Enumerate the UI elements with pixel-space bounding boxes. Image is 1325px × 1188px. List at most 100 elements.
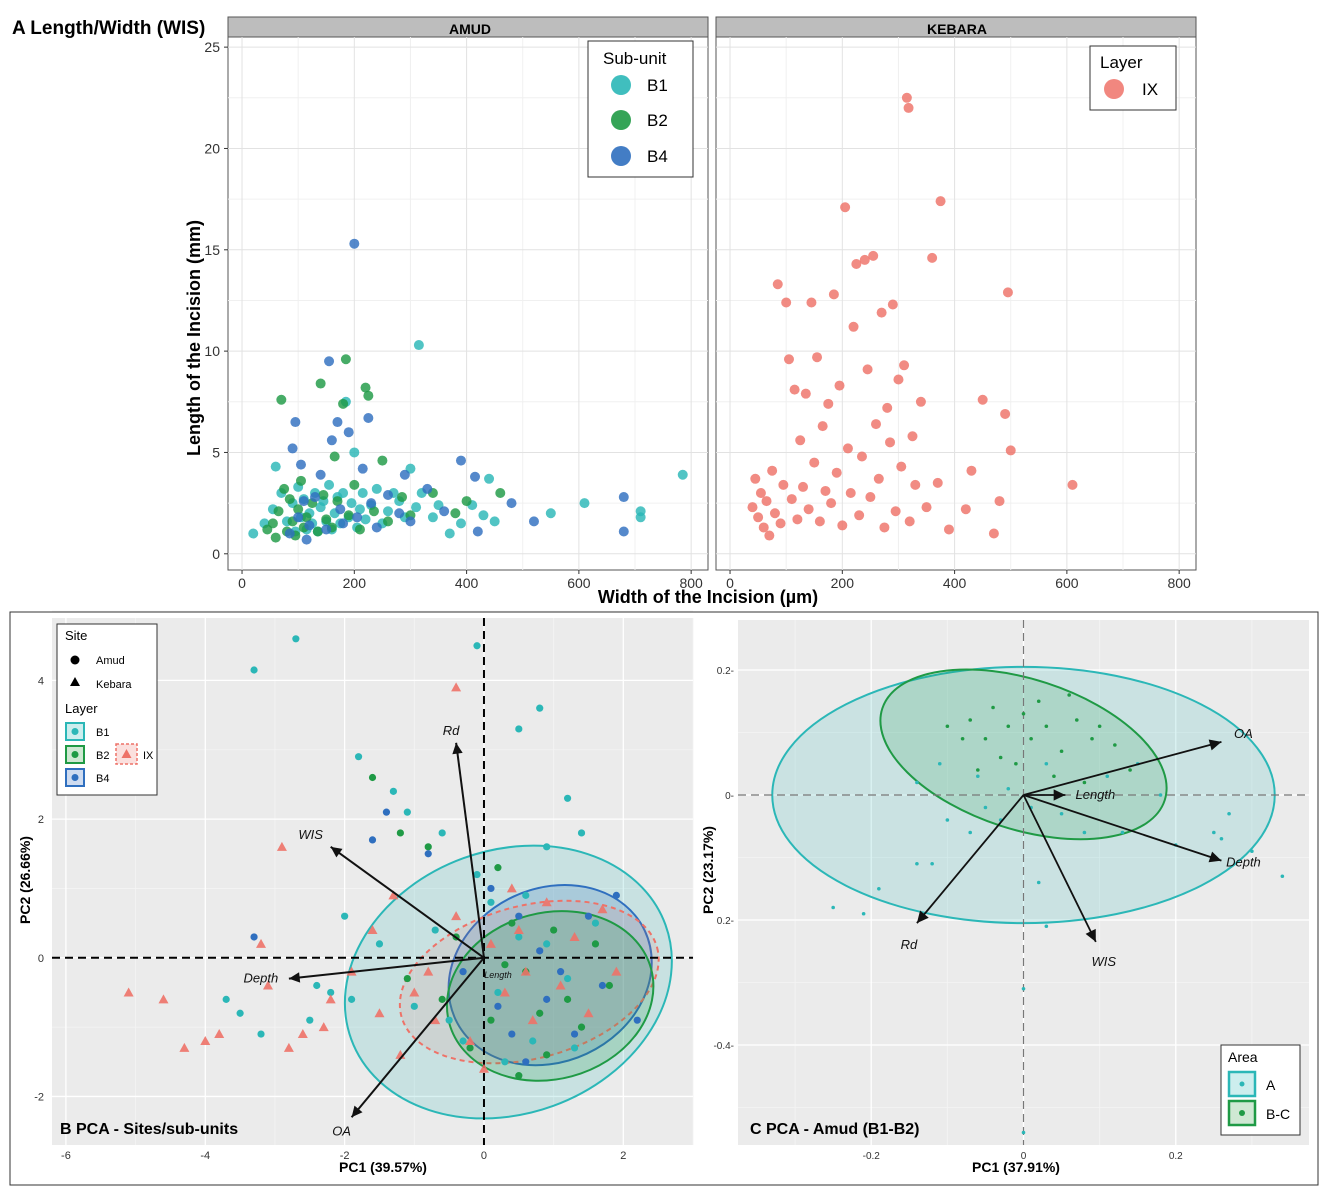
point-b2 (450, 508, 461, 519)
legend-site-title: Site (65, 628, 87, 643)
point-ix (935, 196, 946, 207)
point-area-b-c (1090, 736, 1094, 741)
point-b1 (413, 340, 424, 351)
point-area-b-c (991, 705, 995, 710)
point-kebara-ix (374, 1008, 385, 1018)
point-area-a (983, 805, 988, 810)
legend-b4-layer-label: B4 (96, 773, 109, 785)
point-ix (848, 321, 859, 332)
point-kebara-ix (478, 1063, 489, 1073)
point-amud-b4 (368, 836, 377, 844)
point-b2 (321, 514, 332, 525)
loading-arrowhead-length (1053, 789, 1066, 801)
point-area-a (1250, 849, 1254, 854)
panel-b-xlabel: PC1 (39.57%) (339, 1159, 427, 1175)
point-kebara-ix (367, 925, 378, 935)
point-b4 (295, 459, 306, 470)
point-amud-b2 (487, 1016, 495, 1024)
point-kebara-ix (541, 897, 552, 907)
panel-a-title: A Length/Width (WIS) (12, 18, 205, 39)
y-tick-label: 4 (38, 675, 44, 687)
point-area-b-c (1044, 724, 1049, 729)
point-ix (854, 510, 865, 521)
point-b2 (279, 483, 290, 494)
point-amud-b2 (424, 843, 432, 851)
point-b2 (368, 506, 379, 517)
point-amud-b2 (550, 926, 558, 934)
facet-label-amud: AMUD (449, 21, 491, 37)
loading-arrowhead-rd (916, 910, 929, 924)
point-amud-b2 (591, 940, 600, 948)
point-amud-b2 (466, 1044, 474, 1052)
point-b1 (455, 518, 466, 529)
point-area-a (1280, 874, 1285, 879)
point-ix (828, 289, 839, 300)
x-tick-label: -2 (340, 1150, 350, 1162)
point-amud-b4 (494, 1002, 502, 1010)
point-b4 (349, 238, 360, 249)
point-area-b-c (998, 755, 1003, 760)
point-amud-b1 (222, 995, 230, 1003)
point-b4 (315, 469, 326, 480)
point-b4 (357, 463, 368, 474)
point-kebara-ix (451, 682, 462, 692)
point-area-a (1158, 793, 1163, 797)
point-area-a (1227, 811, 1231, 816)
point-amud-b1 (543, 843, 551, 851)
point-b1 (677, 469, 688, 480)
point-kebara-ix (262, 980, 273, 990)
point-area-b-c (1014, 761, 1018, 766)
point-amud-b4 (570, 1030, 579, 1038)
legend-b1-label: B1 (647, 76, 668, 95)
point-kebara-ix (555, 980, 566, 990)
point-kebara-ix (318, 1022, 329, 1032)
point-b1 (545, 508, 556, 519)
point-amud-b1 (403, 808, 411, 816)
point-b4 (506, 498, 517, 509)
x-tick-label: 400 (943, 575, 967, 591)
point-ix (865, 492, 876, 503)
y-tick-label: 0.2- (717, 916, 734, 927)
point-b4 (293, 512, 304, 523)
point-area-a (968, 830, 973, 835)
legend-b2-swatch (611, 110, 631, 130)
point-amud-b1 (563, 974, 572, 983)
loading-arrow-rd (916, 794, 1025, 924)
point-ix (859, 254, 870, 265)
x-tick-label: 0.2 (1169, 1151, 1183, 1162)
loading-label-length: Length (484, 970, 512, 980)
point-amud-b1 (473, 870, 481, 879)
point-kebara-ix (123, 987, 134, 997)
point-b4 (472, 526, 483, 537)
point-amud-b1 (327, 988, 335, 997)
point-kebara-ix (520, 966, 531, 976)
point-amud-b2 (605, 981, 613, 990)
point-b2 (284, 494, 295, 505)
legend-layer-b-title: Layer (65, 701, 98, 716)
legend-b4-dot (71, 774, 79, 781)
point-b2 (360, 382, 371, 393)
point-amud-b4 (515, 912, 523, 920)
point-amud-b1 (591, 919, 600, 927)
legend-area-title: Area (1228, 1049, 1258, 1065)
point-b1 (357, 487, 368, 498)
legend-kebara-swatch (70, 677, 80, 686)
point-ix (753, 512, 764, 523)
point-b4 (528, 516, 539, 527)
point-amud-b4 (382, 808, 391, 816)
point-ix (826, 498, 837, 509)
point-b4 (287, 443, 298, 454)
point-ix (890, 506, 901, 517)
point-ix (755, 487, 766, 498)
point-area-a (915, 861, 919, 866)
y-tick-label: -2 (34, 1091, 44, 1103)
point-amud-b1 (341, 912, 349, 920)
point-ix (792, 514, 803, 525)
x-tick-label: -0.2 (863, 1151, 881, 1162)
point-amud-b4 (487, 884, 495, 893)
point-amud-b1 (306, 1016, 314, 1024)
point-b4 (335, 504, 346, 515)
point-area-a (976, 774, 980, 779)
point-area-a (1105, 774, 1110, 779)
point-ix (943, 524, 954, 535)
